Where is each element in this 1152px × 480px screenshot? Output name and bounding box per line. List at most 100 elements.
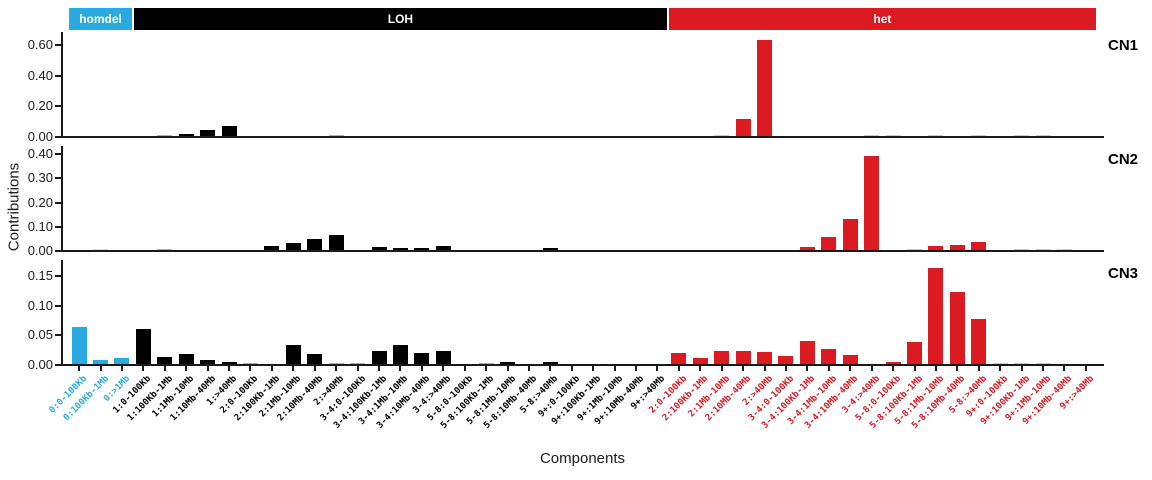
y-axis-line-CN1: [61, 32, 63, 138]
bar-CN3-3-4:100Kb-1Mb: [371, 351, 387, 364]
x-axis-line-CN3: [62, 364, 1104, 366]
x-tick: [742, 366, 745, 371]
y-tick-CN1: [55, 44, 61, 47]
y-tick-label-CN2: 0.40: [27, 146, 53, 162]
x-tick: [163, 366, 166, 371]
x-tick: [442, 366, 445, 371]
x-tick: [99, 366, 102, 371]
x-tick: [506, 366, 509, 371]
bar-CN3-0:>1Mb: [114, 357, 130, 364]
x-tick: [1084, 366, 1087, 371]
strip-het-label: het: [873, 12, 892, 26]
bar-CN2-2:100Kb-1Mb: [264, 246, 280, 250]
y-tick-label-CN3: 0.00: [27, 357, 53, 372]
y-tick-CN3: [55, 275, 61, 278]
x-tick: [613, 366, 616, 371]
bar-CN3-5-8:100Kb-1Mb: [907, 341, 922, 364]
y-tick-label-CN2: 0.30: [27, 170, 53, 186]
y-tick-label-CN1: 0.40: [27, 67, 53, 83]
x-tick: [999, 366, 1002, 371]
strip-het: het: [669, 8, 1096, 30]
bar-CN3-5-8:1Mb-10Mb: [928, 268, 944, 364]
x-tick: [934, 366, 937, 371]
bar-CN3-0:0-100Kb: [71, 327, 87, 364]
x-tick: [142, 366, 145, 371]
x-tick: [849, 366, 852, 371]
bar-CN2-2:10Mb-40Mb: [307, 238, 323, 250]
bar-CN2-1:100Kb-1Mb: [157, 248, 173, 250]
x-tick: [570, 366, 573, 371]
y-tick-label-CN2: 0.00: [27, 243, 53, 258]
x-tick: [228, 366, 231, 371]
bar-CN3-3-4:1Mb-10Mb: [392, 345, 408, 364]
x-tick: [806, 366, 809, 371]
x-tick: [699, 366, 702, 371]
bar-CN3-3-4:0-100Kb: [350, 362, 366, 364]
bar-CN3-9+:1Mb-10Mb: [1035, 362, 1051, 364]
bar-CN1-3-4:>40Mb: [864, 134, 880, 136]
bar-CN3-3-4:10Mb-40Mb: [414, 352, 430, 364]
y-tick-CN1: [55, 105, 61, 108]
bar-CN2-2:>40Mb: [328, 235, 344, 250]
bar-CN3-3-4:>40Mb: [435, 351, 451, 364]
bar-CN3-5-8:10Mb-40Mb: [949, 291, 965, 364]
y-tick-CN2: [55, 177, 61, 180]
bar-CN3-1:100Kb-1Mb: [157, 356, 173, 364]
bar-CN2-3-4:>40Mb: [864, 155, 880, 250]
x-tick: [870, 366, 873, 371]
bar-CN1-2:>40Mb: [328, 134, 344, 136]
bar-CN2-3-4:1Mb-10Mb: [392, 247, 408, 250]
bar-CN2-9+:1Mb-10Mb: [1035, 248, 1051, 250]
x-axis-line-CN1: [62, 136, 1104, 138]
y-tick-CN1: [55, 136, 61, 138]
bar-CN1-5-8:0-100Kb: [885, 134, 901, 136]
bar-CN2-9+:100Kb-1Mb: [1014, 248, 1030, 250]
x-tick: [292, 366, 295, 371]
x-tick: [763, 366, 766, 371]
bar-CN2-3-4:10Mb-40Mb: [842, 218, 858, 250]
y-tick-CN2: [55, 225, 61, 228]
bar-CN3-2:100Kb-1Mb: [692, 358, 708, 364]
bar-CN1-5-8:1Mb-10Mb: [928, 134, 944, 136]
y-tick-CN3: [55, 364, 61, 366]
strip-loh: LOH: [133, 8, 668, 30]
bar-CN3-3-4:1Mb-10Mb: [821, 349, 837, 364]
bar-CN2-5-8:100Kb-1Mb: [907, 248, 922, 250]
x-tick: [335, 366, 338, 371]
x-tick: [78, 366, 81, 371]
bar-CN3-5-8:>40Mb: [542, 361, 558, 364]
y-tick-label-CN1: 0.60: [27, 37, 53, 53]
bar-CN1-9+:100Kb-1Mb: [1014, 134, 1030, 136]
bar-CN2-9+:10Mb-40Mb: [1056, 248, 1072, 250]
y-tick-label-CN2: 0.10: [27, 218, 53, 234]
x-tick: [827, 366, 830, 371]
bar-CN2-0:100Kb-1Mb: [93, 248, 109, 250]
x-tick: [120, 366, 123, 371]
bar-CN1-1:10Mb-40Mb: [200, 129, 216, 136]
x-tick: [720, 366, 723, 371]
x-axis-line-CN2: [62, 250, 1104, 252]
x-tick: [485, 366, 488, 371]
y-tick-label-CN1: 0.20: [27, 98, 53, 114]
x-tick: [185, 366, 188, 371]
y-tick-CN3: [55, 334, 61, 337]
x-tick: [1042, 366, 1045, 371]
x-tick: [206, 366, 209, 371]
x-tick: [399, 366, 402, 371]
x-tick: [892, 366, 895, 371]
x-tick: [356, 366, 359, 371]
bar-CN3-9+:100Kb-1Mb: [1014, 362, 1030, 364]
bar-CN2-2:1Mb-10Mb: [285, 242, 301, 250]
x-tick: [549, 366, 552, 371]
bar-CN3-2:10Mb-40Mb: [735, 351, 751, 364]
panel-label-CN3: CN3: [1108, 265, 1139, 282]
bar-CN3-5-8:>40Mb: [971, 318, 987, 364]
bar-CN1-9+:1Mb-10Mb: [1035, 134, 1051, 136]
bar-CN1-2:1Mb-10Mb: [714, 134, 730, 136]
bar-CN3-5-8:100Kb-1Mb: [478, 362, 494, 364]
y-axis-line-CN2: [61, 146, 63, 252]
y-tick-label-CN3: 0.10: [27, 297, 53, 313]
bar-CN2-5-8:>40Mb: [971, 241, 987, 250]
bar-CN1-2:>40Mb: [757, 39, 773, 136]
y-tick-CN2: [55, 201, 61, 204]
